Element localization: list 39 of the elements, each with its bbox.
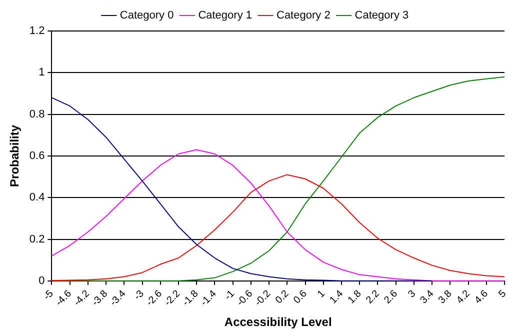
y-tick-label: 0.2 xyxy=(29,233,45,246)
x-tick-label: -2.6 xyxy=(144,288,165,308)
x-tick-label: 4.2 xyxy=(454,288,473,306)
x-tick-label: -3.8 xyxy=(90,288,110,308)
x-tick-label: -1 xyxy=(222,288,238,303)
x-tick-label: 0.2 xyxy=(274,288,292,306)
x-tick-label: -1.8 xyxy=(180,288,201,308)
x-tick-label: 5 xyxy=(496,288,509,300)
x-tick-label: 2.2 xyxy=(364,288,382,306)
y-tick-label: 1 xyxy=(38,66,45,79)
x-tick-label: -0.6 xyxy=(235,288,256,308)
x-tick-label: 0.6 xyxy=(292,288,310,306)
y-tick-label: 0 xyxy=(38,274,45,287)
x-tick-label: 2.6 xyxy=(382,288,400,306)
x-tick-label: 1.8 xyxy=(346,288,364,306)
y-tick-label: 1.2 xyxy=(29,25,45,38)
legend-label: Category 1 xyxy=(198,10,252,22)
legend-label: Category 3 xyxy=(354,10,409,22)
x-tick-label: -2.2 xyxy=(162,288,183,308)
x-axis-title: Accessibility Level xyxy=(224,315,332,330)
y-tick-label: 0.6 xyxy=(29,150,45,162)
x-tick-label: 3.4 xyxy=(418,288,436,306)
x-tick-label: 1 xyxy=(316,288,328,300)
x-tick-label: 3 xyxy=(406,288,418,300)
y-axis-title: Probability xyxy=(8,124,22,187)
x-tick-label: -1.4 xyxy=(198,288,220,308)
y-tick-label: 0.8 xyxy=(29,108,45,120)
x-tick-label: -4.6 xyxy=(54,288,74,308)
x-tick-label: 1.4 xyxy=(328,288,346,306)
x-tick-label: 3.8 xyxy=(436,288,455,306)
x-tick-label: -5 xyxy=(42,288,56,303)
x-tick-label: -0.2 xyxy=(253,288,274,308)
x-tick-label: 4.6 xyxy=(472,288,491,306)
y-tick-label: 0.4 xyxy=(29,192,45,204)
legend-label: Category 2 xyxy=(276,10,330,22)
x-tick-label: -3.4 xyxy=(108,288,129,308)
legend-label: Category 0 xyxy=(120,10,174,22)
x-tick-label: -4.2 xyxy=(72,288,92,308)
x-tick-label: -3 xyxy=(132,288,147,303)
